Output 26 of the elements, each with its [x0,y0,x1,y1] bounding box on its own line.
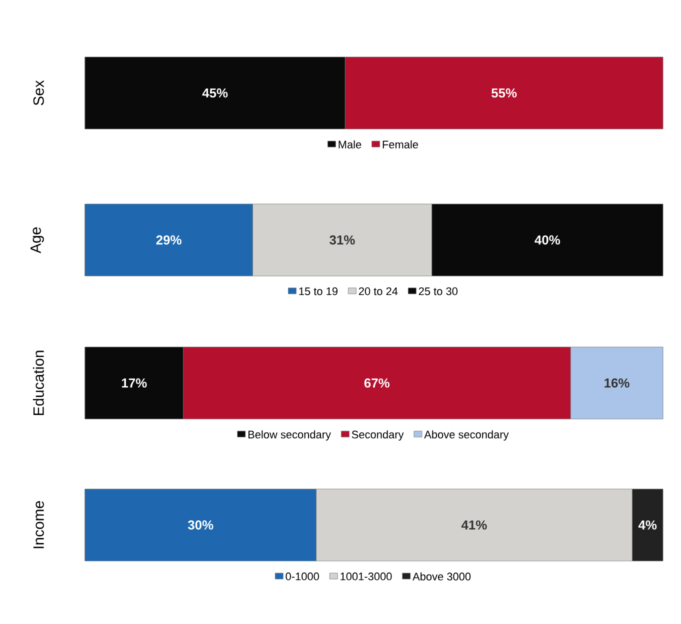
data-label: 45% [202,88,228,98]
data-label: 55% [492,88,517,98]
y-axis-title: Income [33,501,44,548]
data-label: 41% [461,520,487,530]
legend-label: 1001-3000 [340,572,392,580]
y-axis-title: Education [32,350,44,416]
data-label: 17% [122,378,147,388]
legend-label: Below secondary [248,430,331,441]
data-label: 31% [330,235,355,245]
legend-label: Secondary [352,430,404,441]
data-label: 4% [638,520,657,530]
legend-label: 15 to 19 [299,287,338,296]
data-label: 16% [604,378,630,388]
data-label: 40% [534,235,560,245]
data-label: 29% [156,235,182,245]
legend-label: 20 to 24 [358,287,398,296]
data-label: 67% [364,378,390,388]
legend-label: Above 3000 [412,572,471,580]
legend-label: Female [382,140,418,148]
data-label: 30% [188,520,214,530]
legend-label: Male [338,140,362,148]
legend-label: 25 to 30 [418,287,458,296]
legend-label: Above secondary [424,430,509,441]
y-axis-title: Sex [33,80,44,106]
legend-label: 0-1000 [286,572,319,580]
y-axis-title: Age [30,227,44,254]
